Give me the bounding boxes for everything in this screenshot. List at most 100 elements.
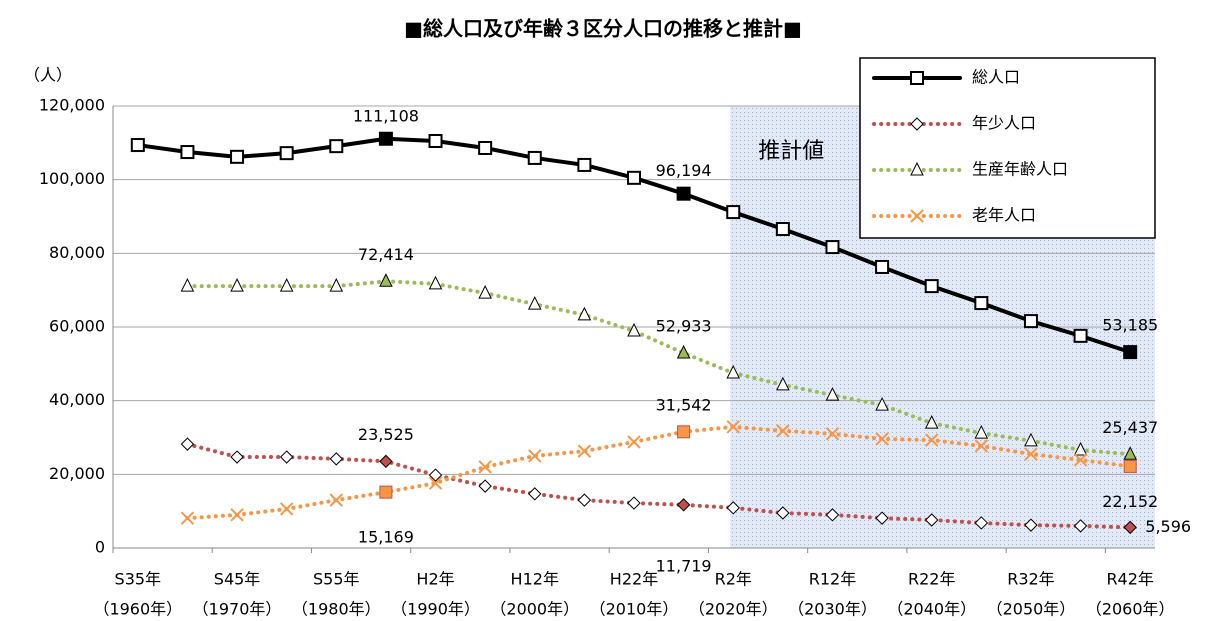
x-tick-sublabel: （2060年） [1086,600,1175,619]
marker [577,306,592,321]
marker [528,487,542,501]
marker [130,138,145,153]
marker [527,296,542,310]
marker [1123,446,1137,460]
marker [180,437,195,451]
marker [528,449,542,463]
x-tick-sublabel: （2040年） [887,600,976,619]
x-tick-sublabel: （1960年） [93,600,182,619]
x-tick-sublabel: （2030年） [788,600,877,619]
marker [1123,345,1138,360]
data-label: 111,108 [353,106,419,125]
legend-label: 年少人口 [972,114,1036,133]
legend-label: 総人口 [972,68,1020,87]
marker [1123,459,1137,473]
marker [726,501,740,515]
marker [329,277,344,292]
marker [329,139,344,154]
marker [924,279,939,294]
marker [379,454,393,469]
legend-label: 生産年齢人口 [972,160,1068,179]
x-tick-sublabel: （2020年） [689,600,778,619]
x-tick-label: S55年 [313,570,360,589]
data-label: 72,414 [358,245,414,264]
marker [379,485,393,499]
marker [1023,314,1038,329]
data-label: 53,185 [1102,316,1158,335]
marker [527,150,542,165]
series-line [185,442,1133,530]
marker [478,140,493,155]
x-tick-sublabel: （2050年） [987,600,1076,619]
x-tick-label: R22年 [908,570,955,589]
marker [910,117,924,131]
marker [974,516,989,530]
marker [627,322,641,337]
marker [974,296,989,311]
marker [379,273,393,287]
marker [875,432,889,446]
marker [925,433,939,447]
marker [428,275,443,290]
y-tick-label: 0 [95,538,105,557]
marker [577,157,592,172]
y-tick-label: 60,000 [49,317,105,336]
marker [329,493,343,507]
data-label: 25,437 [1102,418,1158,437]
x-tick-sublabel: （2010年） [590,600,679,619]
x-tick-label: H22年 [610,570,658,589]
marker [627,435,641,449]
marker [676,344,691,359]
y-tick-label: 40,000 [49,390,105,409]
marker [726,420,740,434]
data-label: 22,152 [1102,492,1158,511]
x-tick-sublabel: （2000年） [490,600,579,619]
y-tick-label: 120,000 [39,96,105,115]
legend-label: 老年人口 [972,206,1036,225]
marker [910,161,924,176]
marker [1123,520,1137,535]
marker [577,493,592,507]
y-tick-label: 100,000 [39,169,105,188]
chart-title: ■総人口及び年齢３区分人口の推移と推計■ [404,17,802,41]
marker [1024,518,1038,532]
data-label: 52,933 [656,317,712,336]
marker [478,460,492,474]
marker [925,513,939,527]
marker [825,387,840,401]
x-tick-label: R32年 [1007,570,1054,589]
marker [910,209,924,223]
marker [1073,453,1088,467]
x-tick-label: S45年 [214,570,261,589]
marker [910,71,924,85]
marker [726,205,741,220]
marker [825,240,840,255]
marker [230,149,245,164]
marker [279,277,294,292]
marker [279,502,294,516]
data-label: 11,719 [656,556,712,575]
data-label: 96,194 [656,161,712,180]
marker [329,452,343,466]
marker [825,508,840,522]
marker [776,376,790,391]
data-label: 5,596 [1145,517,1191,536]
marker [1073,519,1088,533]
marker [676,498,691,512]
marker [775,222,790,237]
marker [180,511,195,525]
marker [825,427,840,441]
series-line [185,424,1133,521]
marker [974,424,989,439]
marker [180,277,195,292]
series-line [185,279,1133,457]
marker [230,508,244,522]
marker [428,133,443,148]
marker [378,131,393,146]
data-label: 15,169 [358,528,414,547]
marker [726,364,741,379]
marker [478,479,492,493]
x-tick-label: R42年 [1106,570,1153,589]
x-tick-sublabel: （1970年） [193,600,282,619]
